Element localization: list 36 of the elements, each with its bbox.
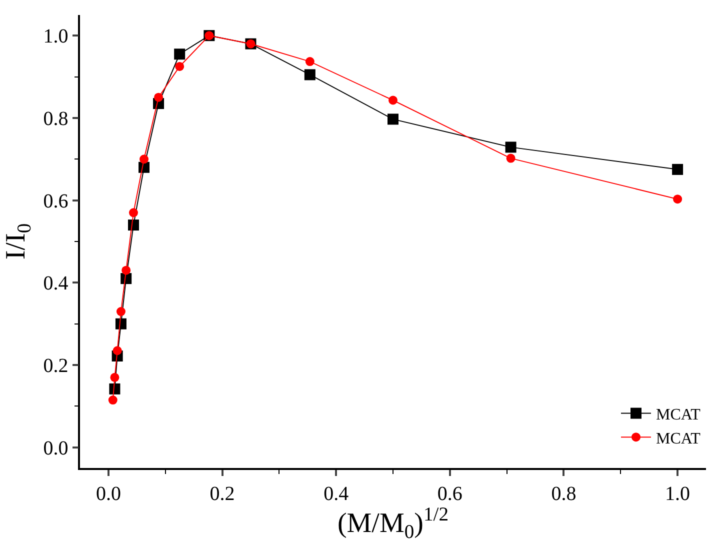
point xyxy=(506,154,516,163)
point xyxy=(128,208,138,218)
y-tick-label: 0.4 xyxy=(43,272,68,295)
point xyxy=(110,372,120,382)
x-tick-label: 0.0 xyxy=(96,482,121,505)
x-tick-label: 0.2 xyxy=(210,482,235,505)
x-tick-label: 0.4 xyxy=(324,482,349,505)
y-tick-label: 0.6 xyxy=(43,190,68,212)
point xyxy=(115,318,126,330)
legend-label: MCAT xyxy=(656,406,701,424)
point xyxy=(154,92,164,102)
point xyxy=(175,62,184,71)
y-tick-label: 0.8 xyxy=(43,108,68,130)
point xyxy=(116,307,126,316)
point xyxy=(505,142,516,153)
x-tick-label: 0.6 xyxy=(437,482,462,505)
point xyxy=(112,346,122,356)
y-tick-label: 0.0 xyxy=(43,437,68,460)
point xyxy=(140,154,149,164)
y-tick-label: 1.0 xyxy=(43,26,68,48)
point xyxy=(388,96,398,105)
point xyxy=(305,57,314,66)
point xyxy=(673,194,682,204)
legend-label: MCAT xyxy=(656,430,701,448)
point xyxy=(672,164,684,175)
y-tick-label: 0.2 xyxy=(43,355,68,378)
point xyxy=(108,396,118,405)
x-axis-title: (M/M$_{0}$)$^{1/2}$ xyxy=(337,504,449,543)
x-tick-label: 1.0 xyxy=(665,482,690,505)
point xyxy=(174,48,186,60)
x-tick-label: 0.8 xyxy=(551,482,576,505)
point xyxy=(304,69,316,80)
point xyxy=(388,114,398,125)
point xyxy=(128,220,139,231)
point xyxy=(122,266,131,275)
point xyxy=(109,383,120,394)
